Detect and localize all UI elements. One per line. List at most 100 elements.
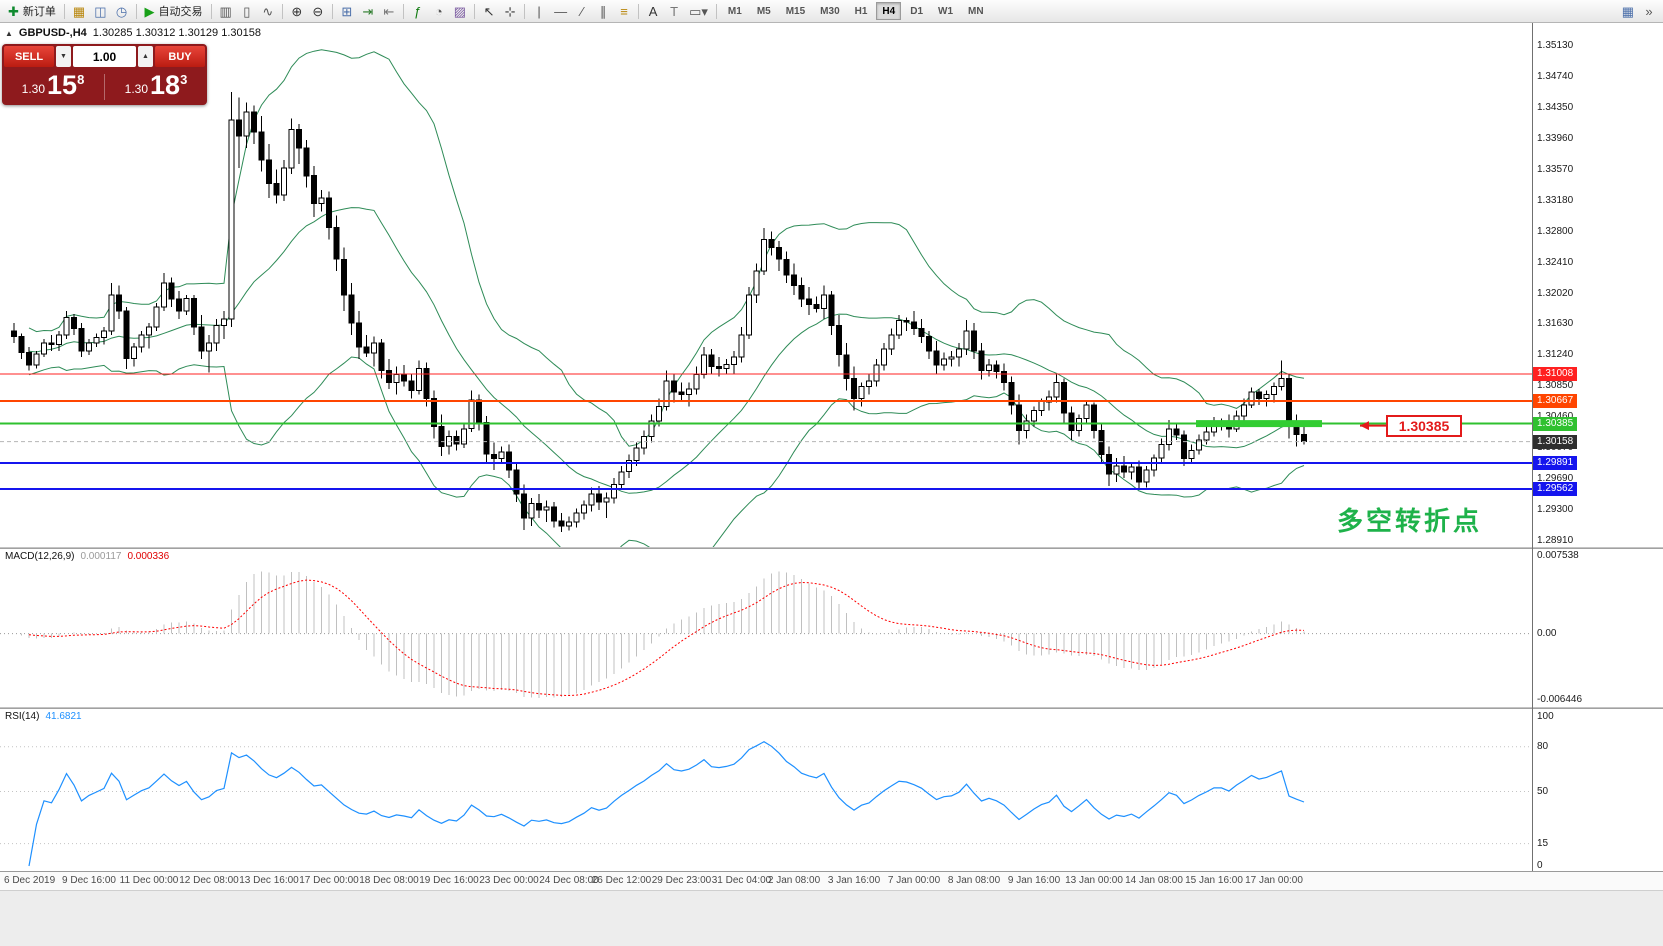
trendline-icon[interactable]: ∕ (572, 1, 592, 21)
price-axis-label: 1.32020 (1537, 287, 1574, 299)
price-axis-label: 1.31240 (1537, 349, 1574, 361)
level-price-tag: 1.30385 (1533, 416, 1578, 431)
autotrading-button[interactable]: ▶ 自动交易 (141, 1, 207, 21)
bollinger-lower-band (28, 356, 1305, 547)
highlight-rectangle[interactable] (1196, 420, 1322, 428)
cursor-icon-glyph: ↖ (483, 3, 495, 19)
new-chart-icon[interactable]: ▦ (1618, 1, 1638, 21)
level-price-tag: 1.30667 (1533, 394, 1578, 409)
rsi-value: 41.6821 (45, 711, 82, 722)
horizontal-level-lines[interactable] (0, 373, 1532, 491)
chart-shift-icon[interactable]: ⇤ (379, 1, 399, 21)
price-axis-label: 1.34350 (1537, 101, 1574, 113)
rsi-name: RSI(14) (5, 711, 40, 722)
time-axis-label: 3 Jan 16:00 (827, 875, 881, 886)
indicators-icon[interactable]: ƒ (408, 1, 428, 21)
fibonacci-icon[interactable]: ≡ (614, 1, 634, 21)
crosshair-icon[interactable]: ⊹ (500, 1, 520, 21)
time-axis-label: 12 Dec 08:00 (179, 875, 239, 886)
history-center-icon[interactable]: ◷ (112, 1, 132, 21)
level-price-tag: 1.31008 (1533, 367, 1578, 382)
charts-grid-icon[interactable]: ▦ (69, 1, 89, 21)
buy-price-sup: 3 (180, 71, 188, 87)
timeframe-d1-button[interactable]: D1 (910, 5, 924, 17)
new-order-button-label: 新订单 (22, 6, 56, 18)
new-order-button[interactable]: ✚ 新订单 (4, 1, 60, 21)
templates-icon[interactable]: ▨ (450, 1, 470, 21)
zoom-in-icon[interactable]: ⊕ (287, 1, 307, 21)
data-window-icon[interactable]: ◫ (90, 1, 110, 21)
candlestick-type-icon[interactable]: ▯ (237, 1, 257, 21)
time-axis-label: 23 Dec 00:00 (479, 875, 539, 886)
equidistant-channel-icon[interactable]: ∥ (593, 1, 613, 21)
timeframe-h4-button[interactable]: H4 (876, 2, 902, 20)
buy-price-small: 1.30 (124, 81, 149, 96)
price-axis-label: 1.30070 (1537, 442, 1574, 454)
chart-shift-icon-glyph: ⇤ (383, 3, 395, 19)
price-axis-label: 1.32410 (1537, 256, 1574, 268)
panel-separator[interactable] (0, 707, 1663, 709)
rsi-canvas[interactable] (0, 709, 1532, 871)
toolbar-separator (281, 3, 283, 19)
horizontal-line-icon[interactable]: — (550, 1, 571, 21)
buy-button[interactable]: BUY (155, 46, 205, 67)
timeframe-m30-button[interactable]: M30 (820, 5, 840, 17)
sell-price-small: 1.30 (21, 81, 46, 96)
sell-price[interactable]: 1.30 15 8 (2, 72, 104, 102)
tile-windows-icon-glyph: ⊞ (341, 3, 353, 19)
periods-icon[interactable]: ◔ (429, 1, 449, 21)
toolbar-overflow-icon[interactable]: » (1639, 1, 1659, 21)
time-axis-label: 11 Dec 00:00 (119, 875, 179, 886)
price-chart-canvas[interactable] (0, 23, 1532, 547)
time-axis-label: 18 Dec 08:00 (359, 875, 419, 886)
zoom-out-icon-glyph: ⊖ (312, 3, 324, 19)
lot-size-input[interactable]: 1.00 (73, 46, 136, 67)
buy-price[interactable]: 1.30 18 3 (105, 70, 207, 102)
timeframe-h1-button[interactable]: H1 (854, 5, 868, 17)
buy-price-big: 18 (150, 70, 181, 101)
crosshair-icon-glyph: ⊹ (504, 3, 516, 19)
macd-axis-label: 0.00 (1537, 627, 1557, 639)
shapes-icon-glyph: ▭▾ (689, 3, 708, 19)
panel-separator[interactable] (0, 547, 1663, 549)
auto-scroll-icon[interactable]: ⇥ (358, 1, 378, 21)
bid-price-tag: 1.30158 (1533, 434, 1578, 449)
bar-chart-type-icon[interactable]: ▥ (216, 1, 236, 21)
candlestick-type-icon-glyph: ▯ (243, 3, 251, 19)
timeframe-mn-button[interactable]: MN (968, 5, 984, 17)
templates-icon-glyph: ▨ (453, 3, 467, 19)
time-axis-label: 2 Jan 08:00 (767, 875, 821, 886)
lot-decrease-button[interactable]: ▼ (56, 46, 71, 67)
toolbar-separator (638, 3, 640, 19)
price-axis-label: 1.28910 (1537, 535, 1574, 546)
rsi-axis-label: 15 (1537, 837, 1549, 849)
time-axis[interactable]: 6 Dec 2019 9 Dec 16:00 11 Dec 00:00 12 Dec … (0, 871, 1663, 890)
price-axis-border (1532, 23, 1533, 871)
timeframe-w1-button[interactable]: W1 (938, 5, 954, 17)
price-axis-label: 1.32800 (1537, 225, 1574, 237)
chart-note-text[interactable]: 多空转折点 (1337, 506, 1483, 536)
tile-windows-icon[interactable]: ⊞ (337, 1, 357, 21)
cursor-icon[interactable]: ↖ (479, 1, 499, 21)
timeframe-m1-button[interactable]: M1 (727, 5, 742, 17)
one-click-trading-panel: SELL ▼ 1.00 ▲ BUY 1.30 15 8 1.30 18 3 (2, 44, 207, 105)
time-axis-label: 31 Dec 04:00 (711, 875, 772, 886)
timeframe-m5-button[interactable]: M5 (756, 5, 771, 17)
price-axis-label: 1.33570 (1537, 163, 1574, 175)
vertical-line-icon[interactable]: | (529, 1, 549, 21)
vertical-line-icon-glyph: | (537, 3, 541, 19)
price-axis-label: 1.34740 (1537, 70, 1574, 82)
zoom-out-icon[interactable]: ⊖ (308, 1, 328, 21)
sell-button[interactable]: SELL (4, 46, 54, 67)
text-label-icon[interactable]: T (664, 1, 684, 21)
price-callout-box[interactable]: 1.30385 (1386, 415, 1462, 437)
text-icon[interactable]: A (643, 1, 663, 21)
shapes-icon[interactable]: ▭▾ (685, 1, 712, 21)
lot-increase-button[interactable]: ▲ (138, 46, 153, 67)
time-axis-label: 19 Dec 16:00 (419, 875, 479, 886)
time-axis-label: 13 Dec 16:00 (239, 875, 299, 886)
macd-canvas[interactable] (0, 549, 1532, 707)
price-axis-label: 1.35130 (1537, 40, 1574, 51)
timeframe-m15-button[interactable]: M15 (785, 5, 806, 17)
line-chart-type-icon[interactable]: ∿ (258, 1, 278, 21)
